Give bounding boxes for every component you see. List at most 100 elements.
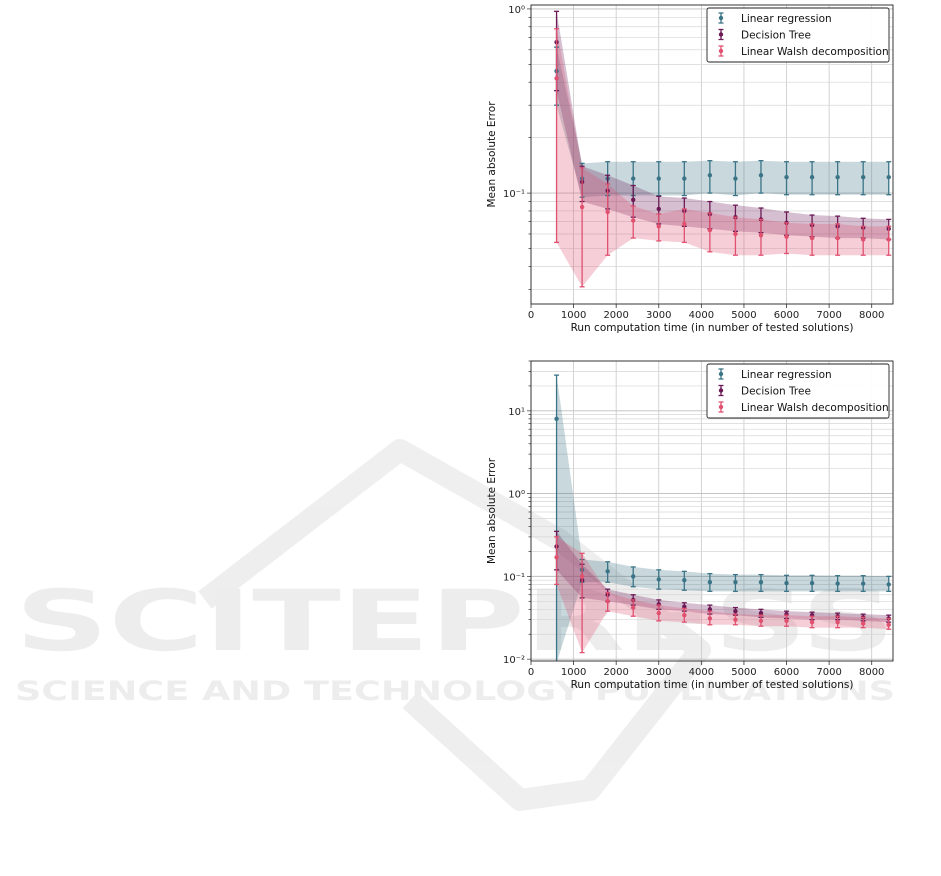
chart-2: 0 1000 2000 3000 4000 5000 6000 7000 8000 10¹ 10⁰ 1… [486, 360, 894, 691]
watermark-logo-shape [198, 439, 711, 811]
x-tick-label: 1000 [561, 667, 586, 678]
data-point [733, 617, 738, 622]
data-point [656, 224, 661, 229]
data-point [835, 581, 840, 586]
data-point [784, 618, 789, 624]
x-tick-label: 8000 [859, 667, 884, 678]
x-tick-label: 6000 [774, 667, 799, 678]
data-point [860, 581, 866, 586]
data-point [631, 605, 636, 610]
y-tick-label: 10⁻² [503, 655, 525, 666]
x-tick-label: 8000 [859, 310, 884, 321]
data-point [707, 607, 713, 612]
data-point [605, 209, 610, 215]
plot-area [554, 374, 892, 661]
axes-frame [530, 360, 894, 662]
y-tick-label: 10¹ [508, 407, 525, 418]
data-point [631, 176, 636, 181]
x-tick-label: 3000 [646, 310, 671, 321]
y-axis-label: Mean absolute Error [486, 101, 498, 208]
charts-layer: 0 1000 2000 3000 4000 5000 6000 7000 8000 10⁰ 10⁻¹… [486, 4, 894, 691]
data-point [809, 619, 815, 625]
confidence-band-walsh [556, 536, 889, 653]
data-point [758, 173, 764, 178]
x-axis-label: Run computation time (in number of teste… [571, 322, 854, 334]
data-point [605, 599, 610, 604]
data-point [886, 174, 891, 180]
data-point [656, 176, 661, 181]
x-tick-label: 2000 [603, 310, 628, 321]
x-tick-label: 3000 [646, 667, 671, 678]
legend-marker-dot [718, 48, 724, 54]
data-point [809, 174, 815, 180]
data-point [809, 580, 815, 586]
legend-box [706, 363, 890, 419]
data-point [682, 612, 687, 618]
data-point [631, 574, 636, 579]
data-point [554, 416, 559, 422]
data-point [886, 582, 891, 587]
data-point [682, 577, 687, 583]
plot-area [554, 10, 892, 288]
data-point [631, 197, 636, 202]
y-tick-label: 10⁰ [508, 490, 525, 501]
watermark-title: SCITEPRESS [15, 572, 895, 670]
data-point [886, 622, 891, 628]
data-point [579, 574, 585, 579]
x-tick-label: 1000 [561, 310, 586, 321]
confidence-band-decision_tree [556, 531, 889, 623]
data-point [707, 580, 713, 585]
x-tick-label: 7000 [816, 667, 841, 678]
data-point [758, 610, 764, 616]
data-point [656, 206, 661, 212]
data-point [733, 580, 738, 585]
legend-label: Linear Walsh decomposition [741, 46, 889, 58]
x-tick-label: 0 [528, 667, 534, 678]
legend-label: Linear regression [741, 369, 832, 381]
data-point [758, 580, 764, 585]
data-point [631, 218, 636, 223]
x-tick-label: 6000 [774, 310, 799, 321]
data-point [682, 221, 687, 227]
x-tick-label: 4000 [689, 310, 714, 321]
data-point [733, 608, 738, 614]
data-point [860, 237, 866, 242]
x-tick-label: 0 [528, 310, 534, 321]
data-point [835, 235, 840, 241]
data-point [835, 174, 840, 180]
legend-label: Linear Walsh decomposition [741, 402, 889, 414]
x-tick-label: 5000 [731, 667, 756, 678]
data-point [886, 237, 891, 242]
data-point [707, 616, 713, 621]
data-point [579, 204, 585, 210]
data-point [784, 234, 789, 239]
data-point [554, 76, 559, 81]
legend-marker-dot [718, 32, 724, 37]
data-point [733, 176, 738, 181]
data-point [784, 580, 789, 586]
legend: Linear regression Decision Tree Linear Wal… [706, 7, 890, 63]
data-point [784, 174, 789, 180]
data-point [860, 174, 866, 180]
y-tick-label: 10⁰ [508, 5, 525, 16]
legend-label: Decision Tree [741, 30, 811, 42]
axes-frame [530, 4, 894, 305]
legend-box [706, 7, 890, 63]
legend-label: Decision Tree [741, 386, 811, 398]
data-point [860, 621, 866, 626]
data-point [835, 619, 840, 625]
legend-marker-dot [718, 388, 724, 393]
data-point [758, 233, 764, 238]
confidence-band-linear_regression [556, 47, 889, 198]
y-tick-label: 10⁻¹ [503, 189, 525, 200]
data-point [656, 577, 661, 582]
data-point [682, 176, 687, 181]
watermark-subtitle: SCIENCE AND TECHNOLOGY PUBLICATIONS [15, 676, 895, 707]
x-tick-label: 5000 [731, 310, 756, 321]
legend-marker-dot [718, 15, 724, 21]
confidence-band-linear_regression [556, 375, 889, 661]
legend: Linear regression Decision Tree Linear Wal… [706, 363, 890, 419]
y-tick-label: 10⁻¹ [503, 572, 525, 583]
data-point [656, 610, 661, 616]
